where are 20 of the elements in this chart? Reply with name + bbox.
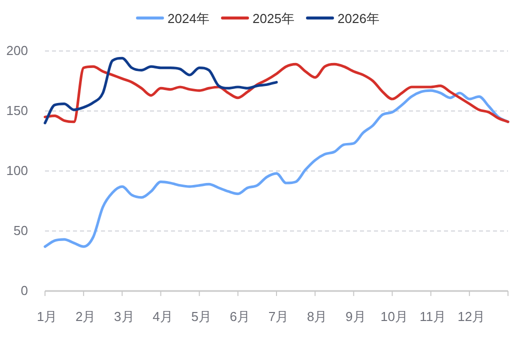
legend-label: 2025年 <box>252 11 294 26</box>
x-tick-label: 5月 <box>191 309 212 324</box>
x-tick-label: 9月 <box>346 309 366 324</box>
x-tick-label: 6月 <box>230 309 250 324</box>
y-tick-label: 100 <box>6 163 28 178</box>
x-tick-label: 11月 <box>420 309 446 324</box>
x-tick-label: 8月 <box>306 309 328 324</box>
y-tick-label: 0 <box>20 283 28 298</box>
x-tick-label: 4月 <box>152 309 173 324</box>
y-tick-label: 200 <box>6 43 28 58</box>
legend-label: 2026年 <box>338 11 380 26</box>
x-tick-label: 3月 <box>114 309 134 324</box>
y-tick-label: 150 <box>6 103 28 118</box>
x-tick-label: 12月 <box>458 309 486 324</box>
x-tick-label: 2月 <box>75 309 96 324</box>
x-tick-label: 1月 <box>36 309 58 324</box>
x-tick-label: 7月 <box>268 309 289 324</box>
y-tick-label: 50 <box>14 223 28 238</box>
x-tick-label: 10月 <box>380 309 408 324</box>
legend-label: 2024年 <box>168 11 210 26</box>
